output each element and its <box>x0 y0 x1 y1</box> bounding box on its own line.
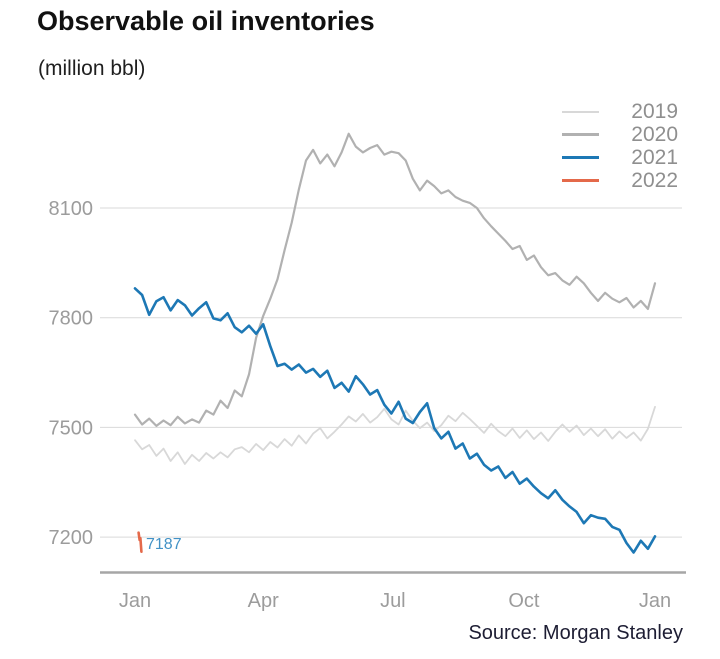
x-tick-label: Apr <box>248 590 279 612</box>
legend-swatch <box>562 110 599 113</box>
legend-label: 2022 <box>631 169 678 192</box>
x-tick-label: Jul <box>380 590 406 612</box>
x-tick-label: Jan <box>639 590 671 612</box>
chart-subtitle: (million bbl) <box>38 57 146 80</box>
y-tick-label: 7800 <box>49 308 94 330</box>
x-tick-label: Oct <box>508 590 540 612</box>
legend: 2019 2020 2021 2022 <box>562 100 678 192</box>
series-line-2021 <box>133 287 657 554</box>
legend-label: 2021 <box>631 146 678 169</box>
legend-label: 2019 <box>631 100 678 123</box>
latest-value-label: 7187 <box>146 536 182 553</box>
legend-swatch <box>562 133 599 136</box>
y-tick-label: 7200 <box>49 527 94 549</box>
y-tick-label: 8100 <box>49 198 94 220</box>
series-line-2019 <box>134 405 656 465</box>
legend-item: 2019 <box>562 100 678 123</box>
legend-swatch <box>562 179 599 182</box>
legend-label: 2020 <box>631 123 678 146</box>
legend-item: 2021 <box>562 146 678 169</box>
series-line-2022 <box>137 531 143 554</box>
legend-item: 2020 <box>562 123 678 146</box>
series-line-2020 <box>133 132 657 427</box>
legend-item: 2022 <box>562 169 678 192</box>
legend-swatch <box>562 156 599 159</box>
chart-title: Observable oil inventories <box>37 6 375 36</box>
source-credit: Source: Morgan Stanley <box>468 622 683 644</box>
y-tick-label: 7500 <box>49 417 94 439</box>
x-tick-label: Jan <box>119 590 151 612</box>
